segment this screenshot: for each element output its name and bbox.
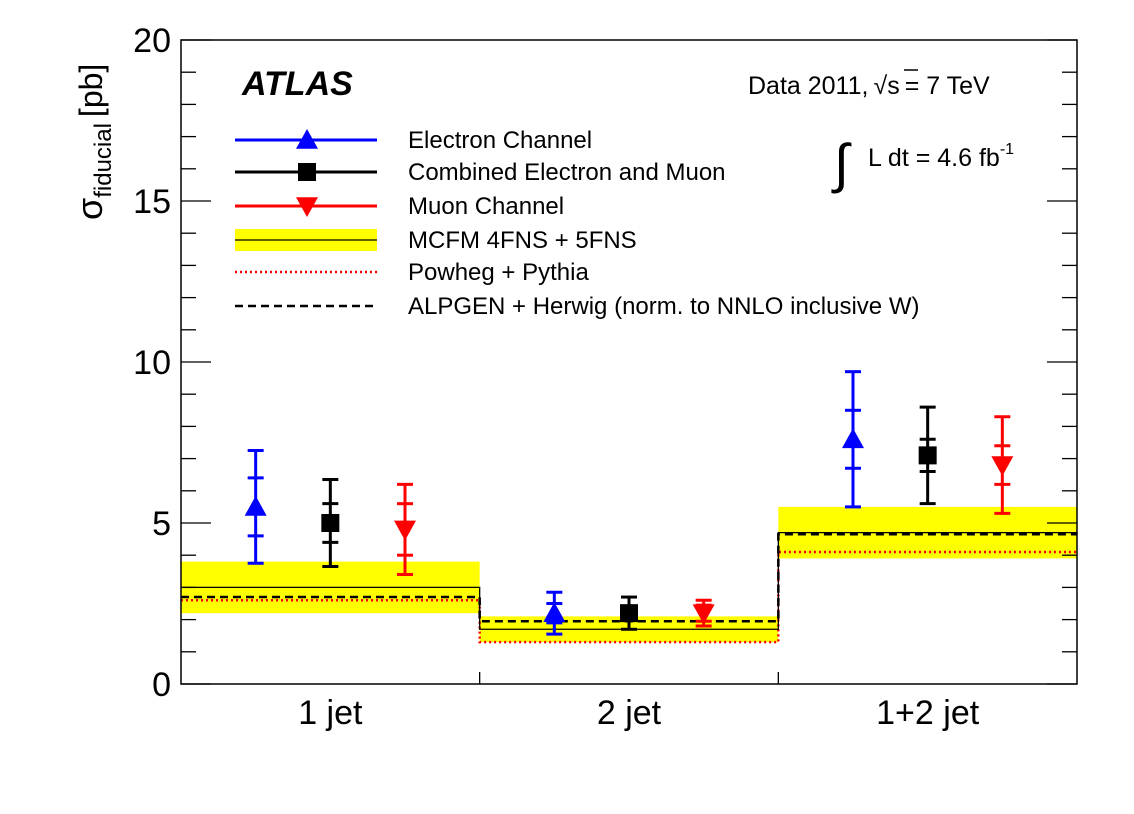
y-tick-label: 15 <box>133 183 171 221</box>
lumi-annotation: L dt = 4.6 fb-1 <box>868 141 1014 172</box>
y-axis-label: σfiducial[pb] <box>69 64 117 220</box>
x-tick-label: 1+2 jet <box>876 694 980 732</box>
data-point <box>298 163 316 181</box>
legend-label: ALPGEN + Herwig (norm. to NNLO inclusive… <box>408 293 919 320</box>
data-point <box>543 602 566 622</box>
x-tick-label: 1 jet <box>298 694 363 732</box>
data-point <box>620 604 638 623</box>
data-point <box>394 520 416 541</box>
chart-title: ATLAS <box>241 65 353 103</box>
data-point <box>321 514 340 532</box>
data-annotation: Data 2011, √s = 7 TeV <box>748 72 990 100</box>
data-point <box>296 197 318 217</box>
y-axis-label-text: σfiducial[pb] <box>69 64 117 220</box>
plot-frame: 0 5 10 15 20 1 jet 2 jet 1+2 jet <box>133 22 1078 732</box>
y-tick-label: 5 <box>152 505 171 543</box>
integral-icon: ∫ <box>831 134 852 194</box>
legend-label: MCFM 4FNS + 5FNS <box>408 227 637 254</box>
data-point <box>692 604 715 625</box>
legend: Electron Channel Combined Electron and Mu… <box>235 127 919 320</box>
data-points-layer <box>244 370 1014 636</box>
legend-label: Powheg + Pythia <box>408 259 589 286</box>
legend-label: Muon Channel <box>408 193 564 220</box>
data-point <box>842 428 864 449</box>
data-point <box>244 495 267 516</box>
legend-label: Electron Channel <box>408 127 592 154</box>
y-tick-label: 20 <box>133 22 171 60</box>
data-point <box>296 129 318 149</box>
data-point <box>918 446 937 465</box>
y-tick-label: 0 <box>152 666 171 704</box>
legend-label: Combined Electron and Muon <box>408 159 726 186</box>
y-tick-label: 10 <box>133 344 171 382</box>
data-point <box>991 456 1014 477</box>
x-tick-label: 2 jet <box>597 694 662 732</box>
